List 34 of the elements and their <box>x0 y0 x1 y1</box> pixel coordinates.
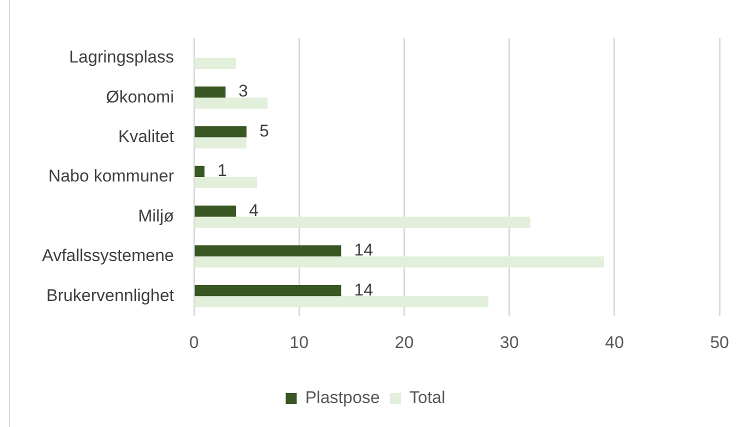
x-tick-label: 50 <box>710 332 730 352</box>
y-tick-label: Økonomi <box>106 87 174 106</box>
bar <box>194 86 226 98</box>
bar <box>194 166 205 177</box>
y-tick-label: Miljø <box>138 206 174 226</box>
x-tick-label: 40 <box>604 332 624 352</box>
x-tick-label: 30 <box>500 332 519 352</box>
legend-label: Total <box>409 388 446 408</box>
data-label: 14 <box>354 240 374 260</box>
y-tick-label: Kvalitet <box>118 126 174 146</box>
y-tick-label: Avfallssystemene <box>42 246 174 266</box>
bar <box>194 216 530 228</box>
bar <box>194 285 342 296</box>
bar <box>194 177 258 188</box>
x-tick-label: 0 <box>189 332 199 352</box>
bar <box>194 245 342 256</box>
legend-label: Plastpose <box>305 388 380 408</box>
bar <box>194 137 247 148</box>
bar <box>194 296 488 308</box>
bar <box>194 256 604 268</box>
bar <box>194 126 247 138</box>
x-tick-label: 20 <box>394 332 414 352</box>
data-label: 5 <box>260 121 270 140</box>
x-tick-label: 10 <box>290 332 309 352</box>
y-tick-label: Nabo kommuner <box>48 166 174 186</box>
bar <box>194 206 236 217</box>
y-tick-label: Lagringsplass <box>69 48 174 67</box>
y-tick-label: Brukervennlighet <box>46 286 174 305</box>
data-label: 14 <box>354 280 374 300</box>
bar <box>194 58 236 69</box>
data-label: 4 <box>249 200 259 220</box>
bar <box>194 98 268 109</box>
data-label: 1 <box>218 161 227 180</box>
data-label: 3 <box>238 82 248 101</box>
